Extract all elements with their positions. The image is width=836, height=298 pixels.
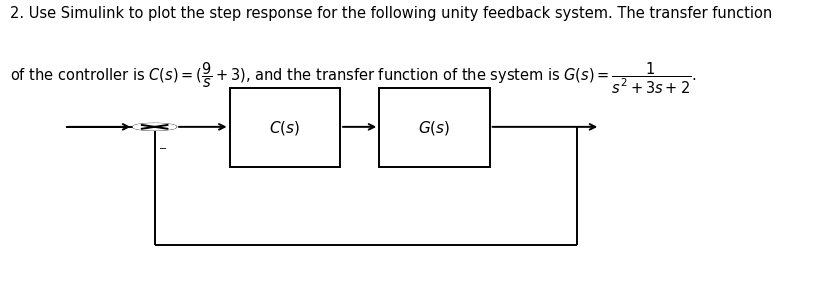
Polygon shape: [133, 124, 176, 130]
FancyBboxPatch shape: [379, 89, 489, 167]
Text: of the controller is $C(s) = (\dfrac{9}{s} + 3)$, and the transfer function of t: of the controller is $C(s) = (\dfrac{9}{…: [10, 60, 696, 96]
FancyBboxPatch shape: [229, 89, 339, 167]
Text: 2. Use Simulink to plot the step response for the following unity feedback syste: 2. Use Simulink to plot the step respons…: [10, 6, 772, 21]
Text: $-$: $-$: [158, 142, 167, 152]
Text: $C(s)$: $C(s)$: [269, 119, 300, 136]
Text: $G(s)$: $G(s)$: [418, 119, 450, 136]
